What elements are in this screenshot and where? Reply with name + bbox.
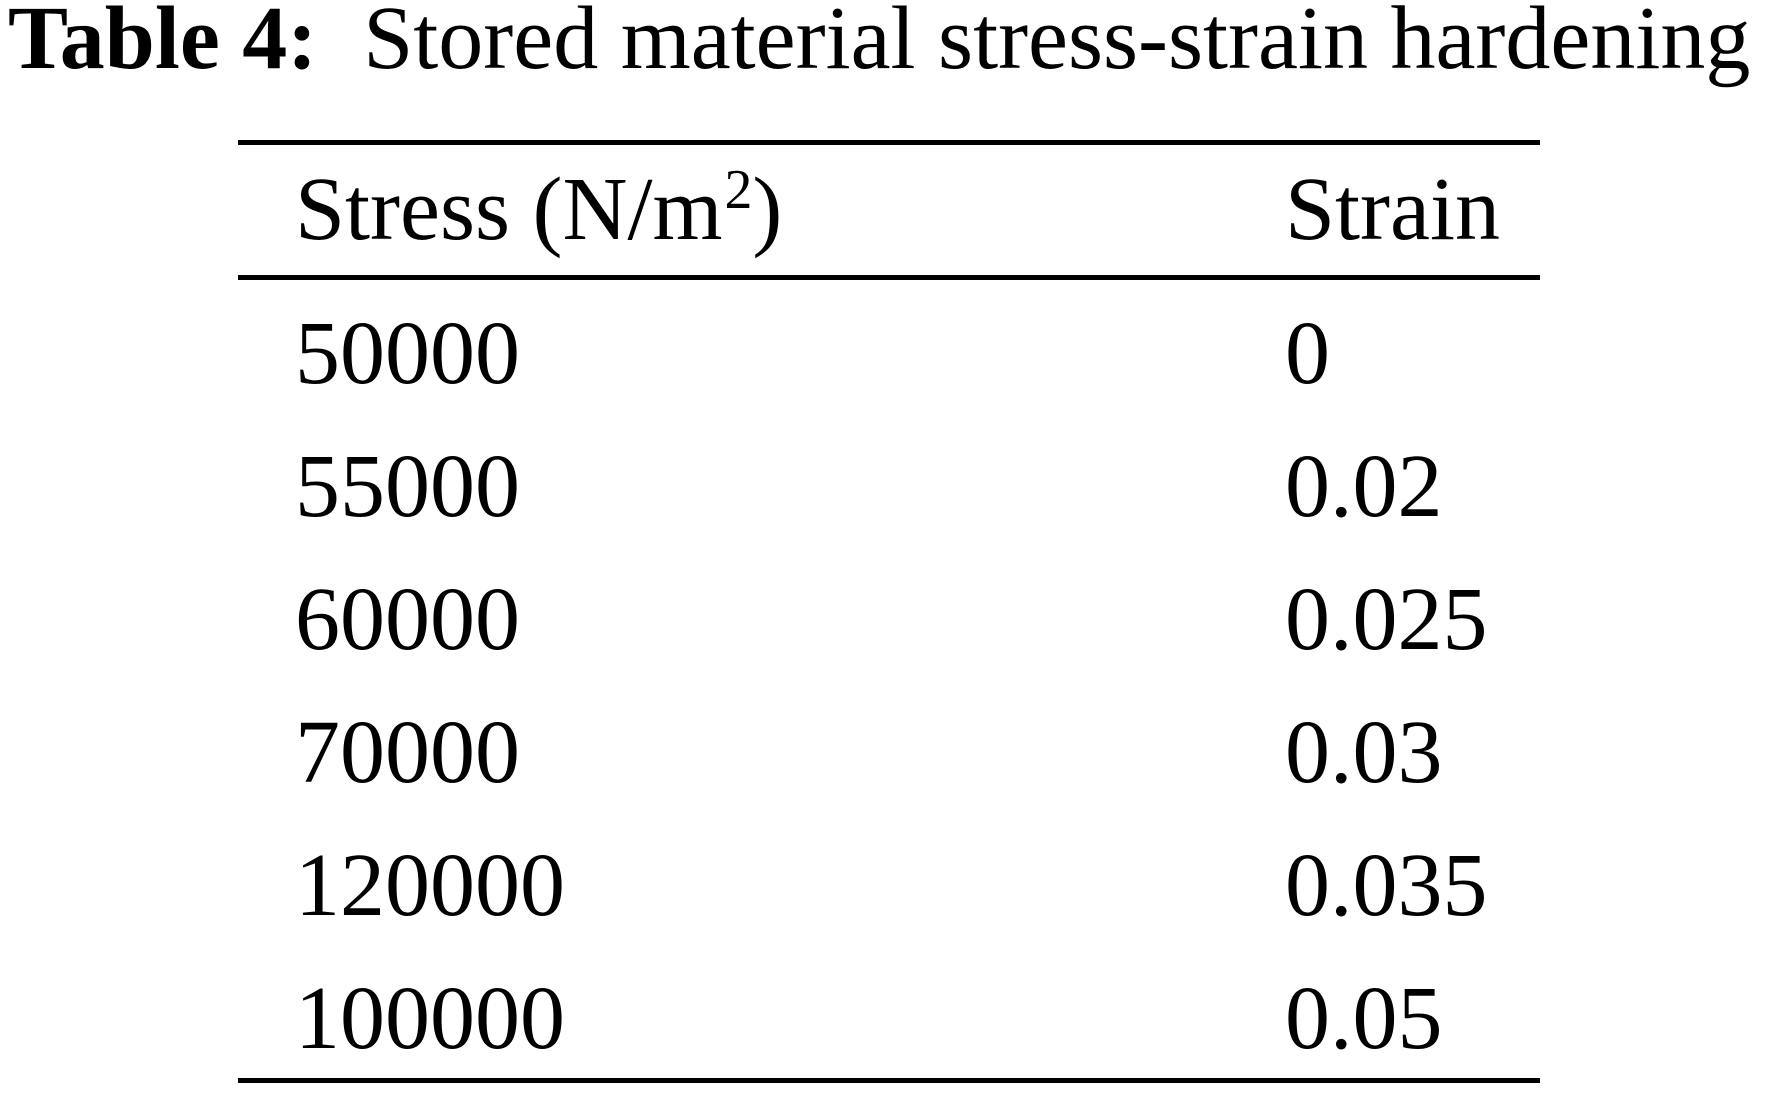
- header-cell-strain: Strain: [1285, 160, 1500, 259]
- header-cell-stress: Stress (N/m2): [238, 162, 1285, 255]
- table-row: 60000 0.025: [238, 546, 1540, 679]
- stress-strain-table: Stress (N/m2) Strain 50000 0 55000 0.02 …: [238, 140, 1540, 1083]
- table-caption: Table 4: Stored material stress-strain ha…: [8, 0, 1750, 87]
- table-row: 120000 0.035: [238, 812, 1540, 945]
- table-header-row: Stress (N/m2) Strain: [238, 145, 1540, 280]
- header-stress-superscript: 2: [724, 159, 753, 222]
- cell-strain: 0.05: [1285, 968, 1443, 1068]
- table-caption-label: Table 4:: [8, 0, 318, 88]
- cell-stress: 120000: [295, 835, 565, 935]
- cell-strain: 0: [1285, 303, 1330, 403]
- cell-strain: 0.03: [1285, 702, 1443, 802]
- table-row: 55000 0.02: [238, 413, 1540, 546]
- table-row: 70000 0.03: [238, 679, 1540, 812]
- cell-stress: 55000: [295, 436, 520, 536]
- table-row: 50000 0: [238, 280, 1540, 413]
- cell-stress: 60000: [295, 569, 520, 669]
- cell-stress: 100000: [295, 968, 565, 1068]
- header-stress-close-paren: ): [752, 160, 783, 259]
- cell-stress: 70000: [295, 702, 520, 802]
- table-row: 100000 0.05: [238, 945, 1540, 1078]
- cell-strain: 0.035: [1285, 835, 1488, 935]
- table-caption-text: Stored material stress-strain hardening: [363, 0, 1751, 88]
- cell-strain: 0.02: [1285, 436, 1443, 536]
- cell-strain: 0.025: [1285, 569, 1488, 669]
- cell-stress: 50000: [295, 303, 520, 403]
- header-stress-main: Stress (N/m: [295, 160, 723, 259]
